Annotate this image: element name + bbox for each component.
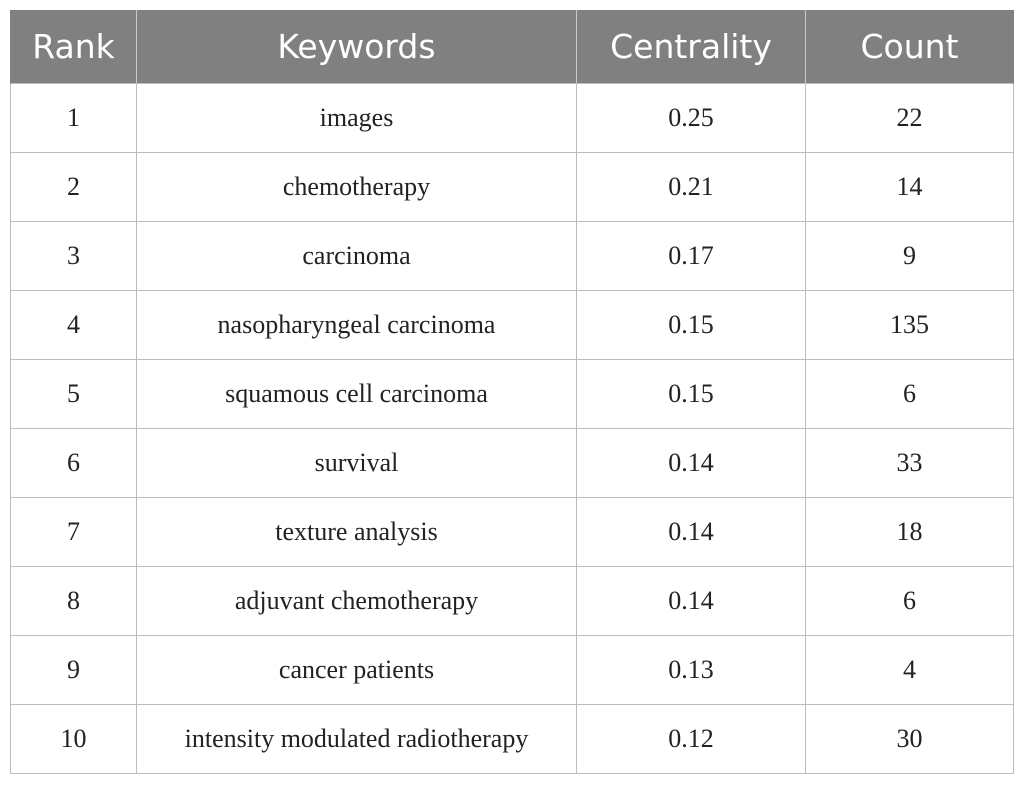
cell-count: 135 (805, 290, 1014, 360)
keywords-table-container: Rank Keywords Centrality Count 1 images … (10, 10, 1014, 774)
cell-keyword: carcinoma (136, 221, 577, 291)
table-header-row: Rank Keywords Centrality Count (10, 10, 1014, 84)
table-row: 4 nasopharyngeal carcinoma 0.15 135 (10, 290, 1014, 360)
table-row: 7 texture analysis 0.14 18 (10, 497, 1014, 567)
cell-rank: 3 (10, 221, 137, 291)
cell-rank: 4 (10, 290, 137, 360)
cell-centrality: 0.13 (576, 635, 806, 705)
cell-centrality: 0.15 (576, 290, 806, 360)
cell-rank: 5 (10, 359, 137, 429)
cell-keyword: images (136, 83, 577, 153)
cell-rank: 8 (10, 566, 137, 636)
cell-centrality: 0.25 (576, 83, 806, 153)
cell-keyword: squamous cell carcinoma (136, 359, 577, 429)
cell-count: 18 (805, 497, 1014, 567)
keywords-centrality-table: Rank Keywords Centrality Count 1 images … (10, 10, 1014, 774)
cell-rank: 2 (10, 152, 137, 222)
cell-count: 4 (805, 635, 1014, 705)
cell-count: 22 (805, 83, 1014, 153)
cell-keyword: intensity modulated radiotherapy (136, 704, 577, 774)
cell-centrality: 0.12 (576, 704, 806, 774)
cell-keyword: survival (136, 428, 577, 498)
cell-keyword: chemotherapy (136, 152, 577, 222)
cell-keyword: texture analysis (136, 497, 577, 567)
table-row: 9 cancer patients 0.13 4 (10, 635, 1014, 705)
table-row: 6 survival 0.14 33 (10, 428, 1014, 498)
header-keywords: Keywords (136, 10, 577, 84)
cell-rank: 1 (10, 83, 137, 153)
header-count: Count (805, 10, 1014, 84)
cell-rank: 10 (10, 704, 137, 774)
cell-count: 6 (805, 566, 1014, 636)
cell-count: 30 (805, 704, 1014, 774)
table-row: 10 intensity modulated radiotherapy 0.12… (10, 704, 1014, 774)
table-row: 3 carcinoma 0.17 9 (10, 221, 1014, 291)
header-rank: Rank (10, 10, 137, 84)
cell-centrality: 0.14 (576, 497, 806, 567)
cell-rank: 6 (10, 428, 137, 498)
header-centrality: Centrality (576, 10, 806, 84)
cell-count: 33 (805, 428, 1014, 498)
table-row: 1 images 0.25 22 (10, 83, 1014, 153)
table-row: 8 adjuvant chemotherapy 0.14 6 (10, 566, 1014, 636)
cell-centrality: 0.14 (576, 428, 806, 498)
cell-keyword: adjuvant chemotherapy (136, 566, 577, 636)
cell-rank: 7 (10, 497, 137, 567)
table-row: 2 chemotherapy 0.21 14 (10, 152, 1014, 222)
cell-centrality: 0.21 (576, 152, 806, 222)
cell-count: 9 (805, 221, 1014, 291)
cell-centrality: 0.14 (576, 566, 806, 636)
table-row: 5 squamous cell carcinoma 0.15 6 (10, 359, 1014, 429)
cell-centrality: 0.17 (576, 221, 806, 291)
cell-count: 14 (805, 152, 1014, 222)
cell-count: 6 (805, 359, 1014, 429)
cell-rank: 9 (10, 635, 137, 705)
cell-keyword: nasopharyngeal carcinoma (136, 290, 577, 360)
cell-centrality: 0.15 (576, 359, 806, 429)
cell-keyword: cancer patients (136, 635, 577, 705)
